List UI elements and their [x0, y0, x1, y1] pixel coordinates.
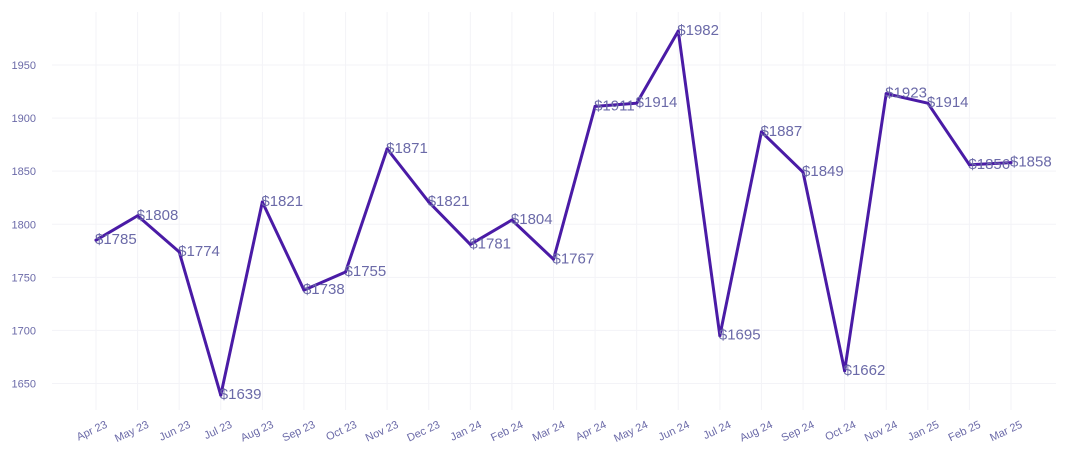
data-label: $1804 — [511, 211, 553, 228]
y-axis: 1650 1700 1750 1800 1850 1900 1950 — [12, 60, 36, 391]
data-label: $1914 — [636, 94, 678, 111]
x-tick-label: Mar 24 — [531, 419, 567, 444]
data-label: $1911 — [594, 97, 635, 114]
x-tick-label: Jan 24 — [449, 419, 484, 444]
x-tick-label: Jan 25 — [906, 419, 941, 444]
data-label: $1887 — [760, 123, 802, 140]
data-point — [94, 238, 98, 242]
data-label: $1781 — [469, 235, 511, 252]
x-tick-label: Jun 24 — [657, 419, 692, 444]
x-tick-label: Feb 25 — [947, 419, 983, 444]
y-tick-label: 1950 — [12, 60, 36, 72]
x-tick-label: Jun 23 — [157, 419, 192, 444]
data-label: $1785 — [95, 231, 137, 248]
series-layer — [94, 29, 1013, 397]
data-point — [926, 101, 930, 105]
x-tick-label: Apr 23 — [75, 419, 109, 444]
data-point — [302, 288, 306, 292]
data-point — [884, 92, 888, 96]
data-label: $1767 — [553, 250, 595, 267]
data-label: $1808 — [137, 207, 179, 224]
y-tick-label: 1900 — [12, 113, 36, 125]
x-tick-label: Apr 24 — [574, 419, 608, 444]
data-label: $1695 — [719, 327, 761, 344]
x-tick-label: Nov 24 — [863, 419, 900, 445]
x-tick-label: Oct 23 — [324, 419, 358, 444]
data-label: $1914 — [927, 94, 969, 111]
data-point — [676, 29, 680, 33]
data-point — [552, 257, 555, 261]
data-point — [801, 170, 805, 174]
data-point — [759, 130, 763, 134]
data-label: $1871 — [386, 140, 428, 157]
data-label: $1774 — [178, 243, 220, 260]
data-point — [510, 218, 514, 222]
x-tick-label: May 24 — [612, 419, 650, 445]
data-point — [260, 200, 264, 204]
x-axis: Apr 23 May 23 Jun 23 Jul 23 Aug 23 Sep 23 Oct … — [75, 419, 1024, 445]
y-tick-label: 1650 — [12, 379, 36, 391]
data-label: $1662 — [844, 362, 886, 379]
data-point — [136, 214, 140, 218]
data-label: $1856 — [968, 156, 1010, 173]
data-label: $1849 — [802, 163, 844, 180]
data-point — [385, 147, 389, 151]
x-tick-label: Jul 23 — [202, 419, 234, 442]
data-label: $1858 — [1010, 154, 1052, 171]
data-point — [593, 104, 597, 108]
y-tick-label: 1750 — [12, 272, 36, 284]
data-point — [344, 270, 348, 274]
x-tick-label: Feb 24 — [489, 419, 525, 444]
data-point — [427, 200, 431, 204]
data-point — [843, 369, 847, 373]
y-tick-label: 1700 — [12, 325, 36, 337]
data-point — [219, 393, 223, 397]
x-tick-label: Sep 24 — [780, 419, 817, 445]
x-tick-label: Aug 23 — [239, 419, 276, 445]
data-label: $1821 — [261, 193, 303, 210]
y-tick-label: 1850 — [12, 166, 36, 178]
x-tick-label: Nov 23 — [364, 419, 401, 445]
data-labels: $1785$1808 $1774 $1639 $1821 $1738$1755 $1871… — [95, 22, 1052, 403]
grid-layer — [52, 12, 1056, 410]
x-tick-label: May 23 — [113, 419, 151, 445]
data-label: $1923 — [885, 85, 927, 102]
data-label: $1821 — [428, 193, 470, 210]
data-point — [635, 101, 639, 105]
data-label: $1982 — [677, 22, 719, 39]
data-point — [718, 334, 722, 338]
data-point — [967, 163, 971, 167]
x-tick-label: Oct 24 — [823, 419, 857, 444]
data-point — [177, 250, 181, 254]
x-tick-label: Aug 24 — [738, 419, 775, 445]
data-label: $1639 — [220, 386, 262, 403]
x-tick-label: Dec 23 — [405, 419, 442, 445]
data-point — [468, 242, 472, 246]
data-label: $1738 — [303, 281, 345, 298]
y-tick-label: 1800 — [12, 219, 36, 231]
x-tick-label: Sep 23 — [281, 419, 318, 445]
data-point — [1009, 161, 1013, 165]
x-tick-label: Mar 25 — [988, 419, 1024, 444]
x-tick-label: Jul 24 — [701, 419, 733, 442]
data-label: $1755 — [345, 263, 387, 280]
